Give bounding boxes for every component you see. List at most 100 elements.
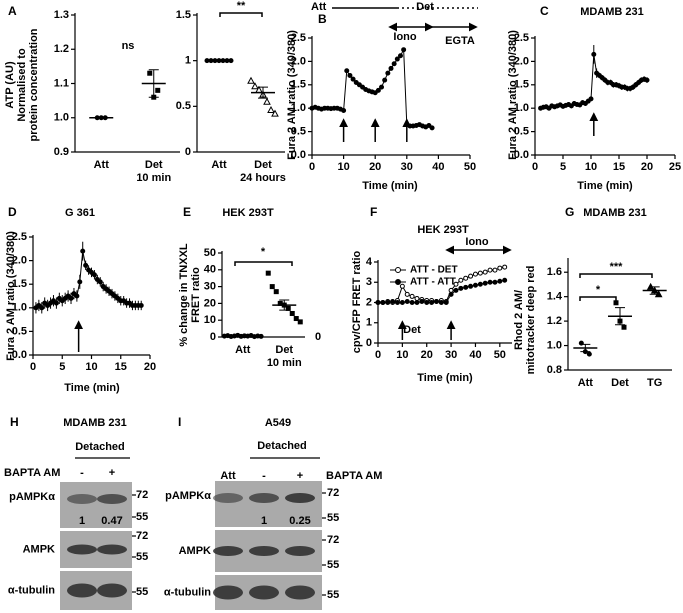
data-point xyxy=(251,82,259,90)
quantification: 1 xyxy=(79,515,85,527)
significance-label: * xyxy=(596,284,601,296)
x-tick-label: 0 xyxy=(375,349,381,361)
y-axis-label: mitotracker deep red xyxy=(525,266,537,375)
data-point xyxy=(468,283,474,289)
data-point xyxy=(356,82,362,88)
x-axis-label: Time (min) xyxy=(417,372,473,384)
y-axis-label: Fura 2 AM ratio (340/380) xyxy=(507,30,519,160)
data-point xyxy=(409,293,415,299)
data-point xyxy=(360,84,366,90)
annotation: EGTA xyxy=(445,35,475,47)
data-point xyxy=(588,96,594,102)
x-tick-label: Det xyxy=(145,159,163,171)
group-label: Detached xyxy=(257,440,307,452)
band xyxy=(213,546,243,556)
annotation: Iono xyxy=(393,31,416,43)
data-point xyxy=(613,300,619,306)
data-point xyxy=(497,278,503,284)
data-point xyxy=(77,279,83,285)
data-point xyxy=(277,300,283,306)
y-tick-label: 0.0 xyxy=(12,349,27,361)
data-point xyxy=(375,87,381,93)
x-tick-label: Det xyxy=(254,159,272,171)
panel-label: I xyxy=(178,415,181,429)
y-tick-label: 50 xyxy=(204,247,216,259)
annotation: Det xyxy=(403,324,421,336)
y-tick-label: 1.3 xyxy=(54,9,69,21)
y-tick-label: 0.5 xyxy=(12,325,27,337)
legend-marker xyxy=(395,267,401,273)
data-point xyxy=(414,295,420,301)
quantification: 0.47 xyxy=(101,515,122,527)
x-tick-label: 50 xyxy=(464,161,476,173)
data-point xyxy=(502,277,508,283)
x-tick-label: 40 xyxy=(432,161,444,173)
x-tick-label: 30 xyxy=(445,349,457,361)
y-tick-label: 1.4 xyxy=(547,291,563,303)
y-tick-label: 1.2 xyxy=(54,43,69,55)
y-tick-label: 1.0 xyxy=(514,102,529,114)
data-point xyxy=(385,70,391,76)
data-point xyxy=(382,77,388,83)
data-point xyxy=(91,272,97,278)
y-tick-label: 0.9 xyxy=(54,146,69,158)
y-axis-label: protein concentration xyxy=(28,28,40,141)
y-tick-label: 1.0 xyxy=(291,102,306,114)
band xyxy=(249,546,279,556)
significance-label: * xyxy=(261,246,266,258)
data-point xyxy=(138,302,144,308)
error-bar xyxy=(615,307,625,326)
data-point xyxy=(492,267,498,273)
y-tick-label: 1.5 xyxy=(12,278,27,290)
y-tick-label: 1.5 xyxy=(291,79,306,91)
data-point xyxy=(350,76,356,82)
panel-label: A xyxy=(8,4,17,18)
blot-title: A549 xyxy=(265,417,291,429)
data-point xyxy=(344,68,350,74)
data-point xyxy=(591,51,597,57)
x-tick-label: 10 xyxy=(85,361,97,373)
data-point xyxy=(487,279,493,285)
x-tick-label: Det xyxy=(611,377,629,389)
x-tick-label: 10 xyxy=(396,349,408,361)
row-label: pAMPKα xyxy=(9,491,55,503)
significance-bracket xyxy=(579,273,653,278)
y-tick-label: 1.2 xyxy=(547,315,562,327)
x-tick-label: 0 xyxy=(532,161,538,173)
data-point xyxy=(247,76,255,84)
x-axis-label: Time (min) xyxy=(362,180,418,192)
x-tick-label: 15 xyxy=(115,361,127,373)
data-point xyxy=(397,53,403,59)
x-tick-label: 24 hours xyxy=(240,172,286,184)
error-bar xyxy=(258,86,268,99)
data-point xyxy=(391,61,397,67)
data-point xyxy=(353,79,359,85)
x-tick-label: Att xyxy=(211,159,227,171)
data-point xyxy=(273,289,279,295)
band xyxy=(285,585,315,600)
significance-label: ns xyxy=(122,40,135,52)
data-point xyxy=(492,279,498,285)
size-marker: 55 xyxy=(136,586,148,598)
band xyxy=(67,494,97,504)
annotation: Det xyxy=(416,1,434,13)
band xyxy=(97,544,127,555)
annotation: 0 xyxy=(315,331,321,343)
y-tick-label: 0.5 xyxy=(176,100,191,112)
y-tick-label: 30 xyxy=(204,281,216,293)
data-point xyxy=(414,300,420,305)
data-point xyxy=(458,285,464,291)
data-point xyxy=(39,305,45,311)
band xyxy=(213,585,243,600)
band xyxy=(97,494,127,504)
treatment-label: BAPTA AM xyxy=(4,467,60,479)
row-label: α-tubulin xyxy=(8,584,55,596)
data-point xyxy=(487,267,493,273)
significance-label: ** xyxy=(237,0,246,12)
data-point xyxy=(394,300,400,305)
treatment-label: BAPTA AM xyxy=(326,470,382,482)
data-point xyxy=(258,333,264,339)
data-point xyxy=(155,87,161,93)
data-point xyxy=(271,109,279,117)
